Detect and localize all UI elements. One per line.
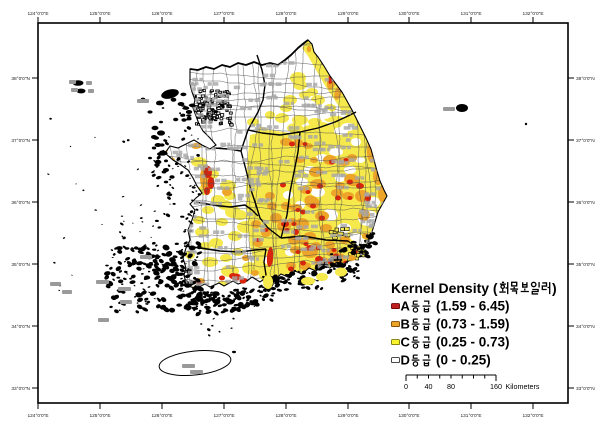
- svg-text:130°0'0"E: 130°0'0"E: [398, 413, 419, 419]
- svg-text:36°0'0"N: 36°0'0"N: [576, 200, 595, 206]
- svg-text:130°0'0"E: 130°0'0"E: [398, 11, 419, 17]
- svg-text:35°0'0"N: 35°0'0"N: [11, 262, 30, 268]
- svg-text:125°0'0"E: 125°0'0"E: [89, 413, 110, 419]
- svg-text:(0 - 0.25): (0 - 0.25): [436, 353, 491, 368]
- svg-text:36°0'0"N: 36°0'0"N: [11, 200, 30, 206]
- svg-text:124°0'0"E: 124°0'0"E: [27, 11, 48, 17]
- svg-text:34°0'0"N: 34°0'0"N: [576, 324, 595, 330]
- svg-text:37°0'0"N: 37°0'0"N: [576, 138, 595, 144]
- svg-text:128°0'0"E: 128°0'0"E: [275, 413, 296, 419]
- svg-text:131°0'0"E: 131°0'0"E: [460, 413, 481, 419]
- svg-text:Kilometers: Kilometers: [506, 382, 540, 391]
- svg-text:D: D: [401, 353, 410, 368]
- svg-text:80: 80: [447, 382, 455, 391]
- svg-text:132°0'0"E: 132°0'0"E: [522, 413, 543, 419]
- svg-text:40: 40: [425, 382, 433, 391]
- svg-text:127°0'0"E: 127°0'0"E: [213, 413, 234, 419]
- svg-text:(1.59 - 6.45): (1.59 - 6.45): [436, 299, 510, 314]
- svg-text:129°0'0"E: 129°0'0"E: [337, 11, 358, 17]
- svg-text:33°0'0"N: 33°0'0"N: [11, 386, 30, 392]
- svg-text:(0.25 - 0.73): (0.25 - 0.73): [436, 335, 510, 350]
- svg-text:B: B: [401, 317, 410, 332]
- svg-text:): ): [552, 280, 557, 296]
- svg-text:128°0'0"E: 128°0'0"E: [275, 11, 296, 17]
- svg-text:127°0'0"E: 127°0'0"E: [213, 11, 234, 17]
- svg-text:Kernel Density (: Kernel Density (: [391, 280, 498, 296]
- svg-text:132°0'0"E: 132°0'0"E: [522, 11, 543, 17]
- svg-text:126°0'0"E: 126°0'0"E: [151, 11, 172, 17]
- svg-text:C: C: [401, 335, 411, 350]
- svg-text:33°0'0"N: 33°0'0"N: [576, 386, 595, 392]
- svg-text:35°0'0"N: 35°0'0"N: [576, 262, 595, 268]
- svg-text:A: A: [401, 299, 411, 314]
- svg-text:125°0'0"E: 125°0'0"E: [89, 11, 110, 17]
- svg-text:38°0'0"N: 38°0'0"N: [576, 76, 595, 82]
- svg-text:(0.73 - 1.59): (0.73 - 1.59): [436, 317, 510, 332]
- svg-text:37°0'0"N: 37°0'0"N: [11, 138, 30, 144]
- svg-text:129°0'0"E: 129°0'0"E: [337, 413, 358, 419]
- svg-text:160: 160: [490, 382, 502, 391]
- svg-text:38°0'0"N: 38°0'0"N: [11, 76, 30, 82]
- svg-text:131°0'0"E: 131°0'0"E: [460, 11, 481, 17]
- svg-text:0: 0: [404, 382, 408, 391]
- svg-text:126°0'0"E: 126°0'0"E: [151, 413, 172, 419]
- svg-text:124°0'0"E: 124°0'0"E: [27, 413, 48, 419]
- svg-text:34°0'0"N: 34°0'0"N: [11, 324, 30, 330]
